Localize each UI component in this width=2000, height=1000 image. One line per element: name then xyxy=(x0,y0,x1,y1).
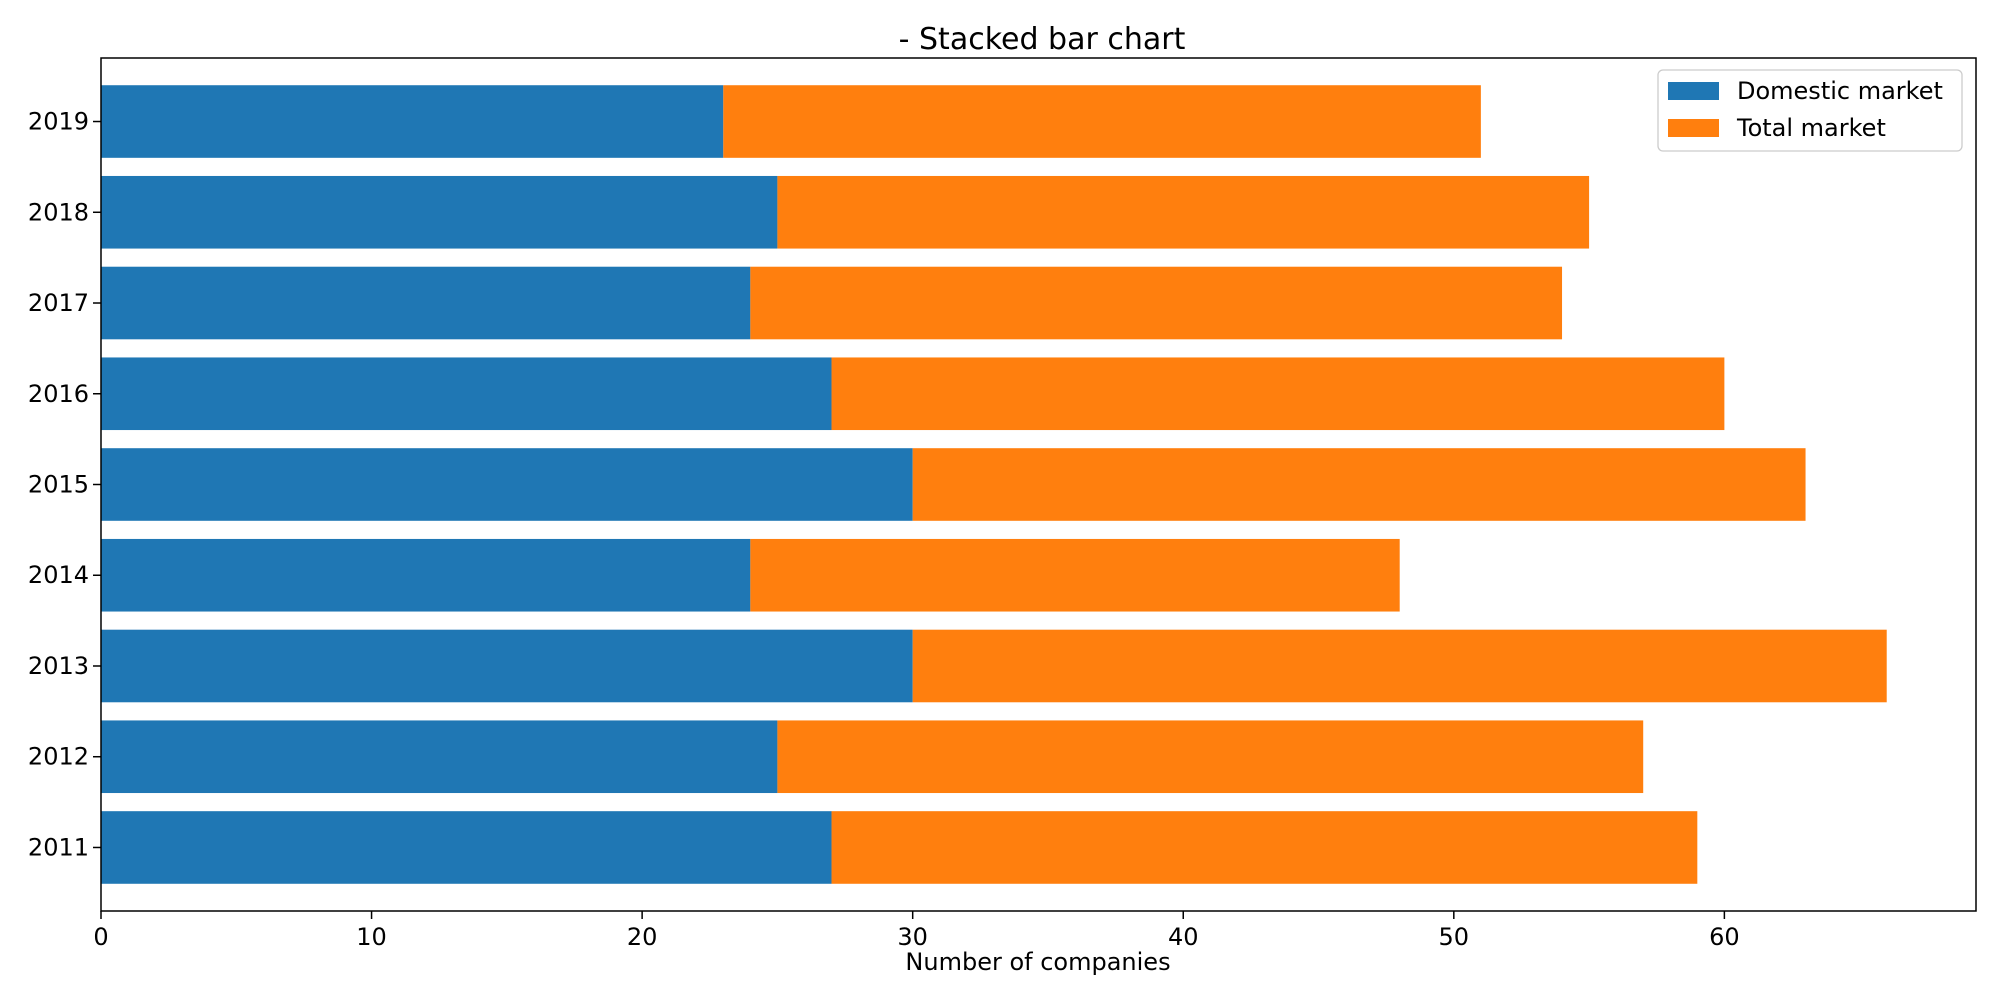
bar-total-market-2011 xyxy=(831,811,1698,884)
bar-total-market-2016 xyxy=(831,357,1725,431)
x-tick-label: 50 xyxy=(1439,923,1470,951)
bar-domestic-market-2019 xyxy=(101,85,724,158)
bar-total-market-2015 xyxy=(912,448,1806,521)
y-tick-label: 2015 xyxy=(28,471,89,499)
bar-total-market-2012 xyxy=(777,720,1644,794)
y-tick-label: 2011 xyxy=(28,833,89,861)
bars-layer xyxy=(101,85,1887,884)
legend-box xyxy=(1657,69,1963,152)
legend-label-domestic-market: Domestic market xyxy=(1737,77,1943,105)
bar-domestic-market-2012 xyxy=(101,720,778,794)
x-tick-label: 60 xyxy=(1709,923,1740,951)
x-tick-label: 20 xyxy=(627,923,658,951)
y-tick-label: 2012 xyxy=(28,743,89,771)
bar-domestic-market-2013 xyxy=(101,629,913,703)
x-tick-label: 40 xyxy=(1168,923,1199,951)
bar-domestic-market-2017 xyxy=(101,266,751,340)
bar-total-market-2018 xyxy=(777,175,1590,249)
x-tick-label: 10 xyxy=(356,923,387,951)
y-axis-ticks: 2011 2012 2013 2014 2015 2016 2017 2018 2019 xyxy=(28,108,101,861)
bar-total-market-2017 xyxy=(750,266,1563,340)
bar-domestic-market-2018 xyxy=(101,175,778,249)
legend-swatch-total-market xyxy=(1668,119,1719,137)
y-tick-label: 2017 xyxy=(28,289,89,317)
x-tick-label: 30 xyxy=(897,923,928,951)
y-tick-label: 2019 xyxy=(28,108,89,136)
bar-domestic-market-2016 xyxy=(101,357,832,431)
x-tick-label: 0 xyxy=(93,923,108,951)
bar-total-market-2019 xyxy=(723,85,1481,158)
y-tick-label: 2018 xyxy=(28,198,89,226)
y-tick-label: 2013 xyxy=(28,652,89,680)
y-tick-label: 2016 xyxy=(28,380,89,408)
legend: Domestic market Total market xyxy=(1657,69,1963,152)
bar-total-market-2013 xyxy=(912,629,1887,703)
y-tick-label: 2014 xyxy=(28,561,89,589)
x-axis-ticks: 0 10 20 30 40 50 60 xyxy=(93,911,1740,951)
legend-swatch-domestic-market xyxy=(1668,82,1719,100)
bar-domestic-market-2015 xyxy=(101,448,913,521)
chart-title: - Stacked bar chart xyxy=(899,22,1186,57)
bar-domestic-market-2014 xyxy=(101,538,751,612)
legend-label-total-market: Total market xyxy=(1736,114,1886,142)
x-axis-label: Number of companies xyxy=(905,948,1170,976)
bar-domestic-market-2011 xyxy=(101,811,832,884)
bar-total-market-2014 xyxy=(750,538,1400,612)
